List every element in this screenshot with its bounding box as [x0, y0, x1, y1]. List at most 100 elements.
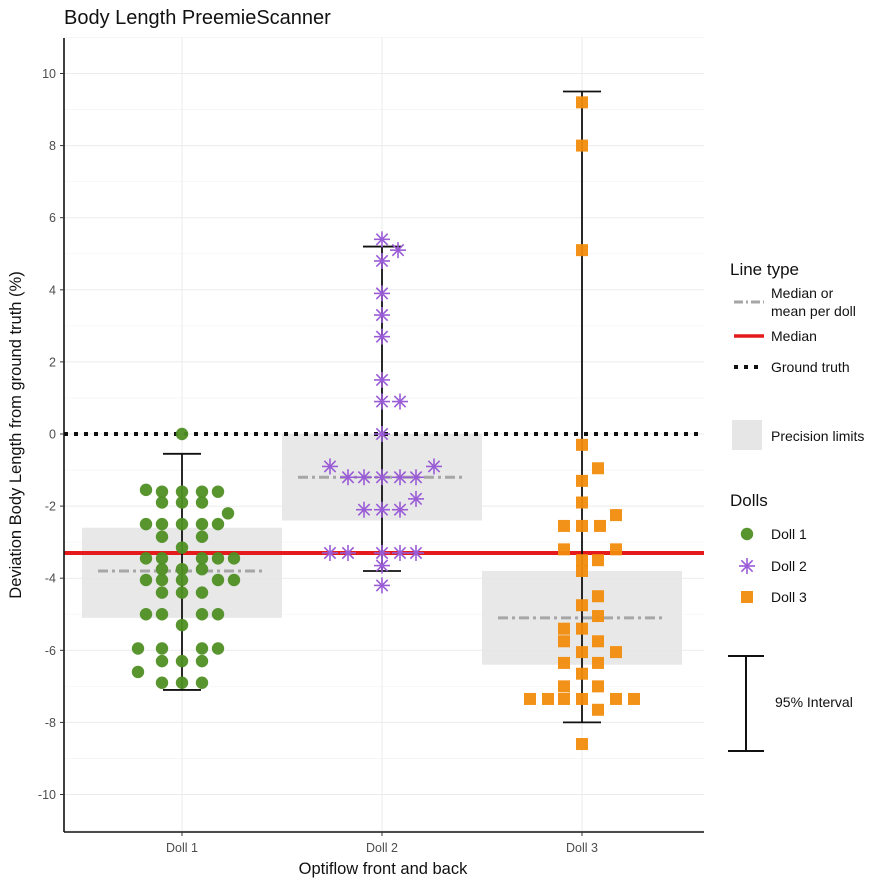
y-tick-label: -2: [45, 500, 56, 514]
point-doll-1: [131, 642, 145, 655]
asterisk-stroke: [393, 395, 407, 408]
point-doll-1: [195, 676, 209, 689]
point-doll-2: [392, 544, 408, 561]
point-doll-2: [340, 544, 356, 561]
point-doll-1: [175, 573, 189, 587]
point-doll-3: [576, 738, 588, 751]
point-doll-3: [576, 622, 588, 635]
point-doll-2: [374, 544, 390, 561]
point-doll-1: [155, 586, 169, 599]
point-doll-1: [211, 642, 225, 655]
point-doll-1: [175, 427, 189, 441]
point-doll-1: [175, 654, 189, 668]
point-doll-3: [592, 462, 604, 475]
point-doll-1: [175, 485, 189, 498]
point-doll-1: [155, 485, 169, 498]
point-doll-3: [592, 610, 604, 623]
legend-markers: [739, 527, 755, 603]
asterisk-stroke: [409, 492, 423, 506]
point-doll-2: [374, 231, 390, 248]
point-doll-1: [139, 552, 153, 565]
point-doll-2: [322, 544, 338, 561]
point-doll-3: [558, 680, 570, 693]
point-doll-3: [576, 692, 588, 705]
point-doll-2: [374, 426, 390, 442]
point-doll-3: [524, 692, 536, 705]
x-axis-title: Optiflow front and back: [299, 860, 469, 878]
point-doll-3: [576, 496, 588, 509]
legend-doll3-marker: [741, 591, 753, 603]
point-doll-3: [592, 703, 604, 716]
point-doll-2: [374, 371, 390, 388]
y-tick-label: -6: [45, 644, 56, 658]
point-doll-3: [576, 646, 588, 659]
point-doll-1: [211, 552, 225, 565]
point-doll-1: [155, 496, 169, 509]
point-doll-2: [374, 501, 390, 518]
point-doll-1: [155, 552, 169, 565]
y-ticks: 10 8 6 4 2 0 -2 -4 -6 -8 -10: [38, 67, 64, 802]
point-doll-3: [576, 244, 588, 257]
point-doll-1: [227, 573, 241, 587]
y-tick-label: 2: [49, 355, 56, 369]
asterisk-stroke: [375, 287, 389, 300]
point-doll-2: [356, 501, 372, 518]
asterisk-stroke: [375, 427, 389, 441]
legend-mean-label-2: mean per doll: [771, 303, 856, 319]
point-doll-1: [195, 562, 209, 576]
asterisk-stroke: [409, 546, 423, 560]
asterisk-stroke: [391, 243, 405, 257]
asterisk-stroke: [375, 373, 389, 387]
legend-median-label: Median: [771, 328, 817, 344]
asterisk-stroke: [740, 559, 754, 573]
point-doll-2: [374, 557, 390, 574]
legend-precision-swatch: [732, 420, 762, 450]
point-doll-2: [374, 577, 390, 594]
precision-bands: [82, 434, 682, 665]
legend-precision-label: Precision limits: [771, 428, 864, 444]
point-doll-1: [195, 552, 209, 565]
point-doll-3: [576, 519, 588, 532]
data-points: [131, 96, 640, 751]
asterisk-stroke: [375, 579, 389, 592]
point-doll-3: [576, 96, 588, 109]
point-doll-2: [374, 252, 390, 269]
point-doll-1: [211, 517, 225, 531]
point-doll-1: [175, 676, 189, 689]
x-tick-label: Doll 2: [366, 841, 398, 855]
point-doll-1: [211, 608, 225, 621]
point-doll-1: [139, 608, 153, 621]
point-doll-1: [195, 654, 209, 668]
point-doll-1: [139, 483, 153, 497]
asterisk-stroke: [375, 471, 389, 484]
point-doll-1: [131, 665, 145, 679]
point-doll-3: [576, 667, 588, 680]
point-doll-1: [175, 517, 189, 531]
point-doll-2: [374, 469, 390, 486]
point-doll-2: [340, 469, 356, 486]
point-doll-1: [195, 496, 209, 509]
y-tick-label: 4: [49, 283, 56, 297]
point-doll-2: [322, 458, 338, 475]
point-doll-3: [592, 590, 604, 603]
point-doll-3: [610, 646, 622, 659]
point-doll-3: [542, 692, 554, 705]
point-doll-1: [139, 573, 153, 587]
asterisk-stroke: [375, 559, 389, 572]
point-doll-1: [175, 541, 189, 554]
point-doll-3: [592, 554, 604, 567]
y-tick-label: 10: [42, 67, 56, 81]
asterisk-stroke: [375, 395, 389, 408]
point-doll-1: [155, 517, 169, 531]
point-doll-3: [576, 139, 588, 152]
point-doll-3: [610, 692, 622, 705]
y-tick-label: 0: [49, 428, 56, 442]
asterisk-stroke: [357, 503, 371, 516]
asterisk-stroke: [375, 546, 389, 560]
point-doll-1: [195, 642, 209, 655]
point-doll-1: [155, 573, 169, 587]
x-ticks: Doll 1 Doll 2 Doll 3: [166, 832, 598, 855]
y-tick-label: 6: [49, 211, 56, 225]
x-tick-label: Doll 1: [166, 841, 198, 855]
asterisk-stroke: [341, 546, 355, 560]
